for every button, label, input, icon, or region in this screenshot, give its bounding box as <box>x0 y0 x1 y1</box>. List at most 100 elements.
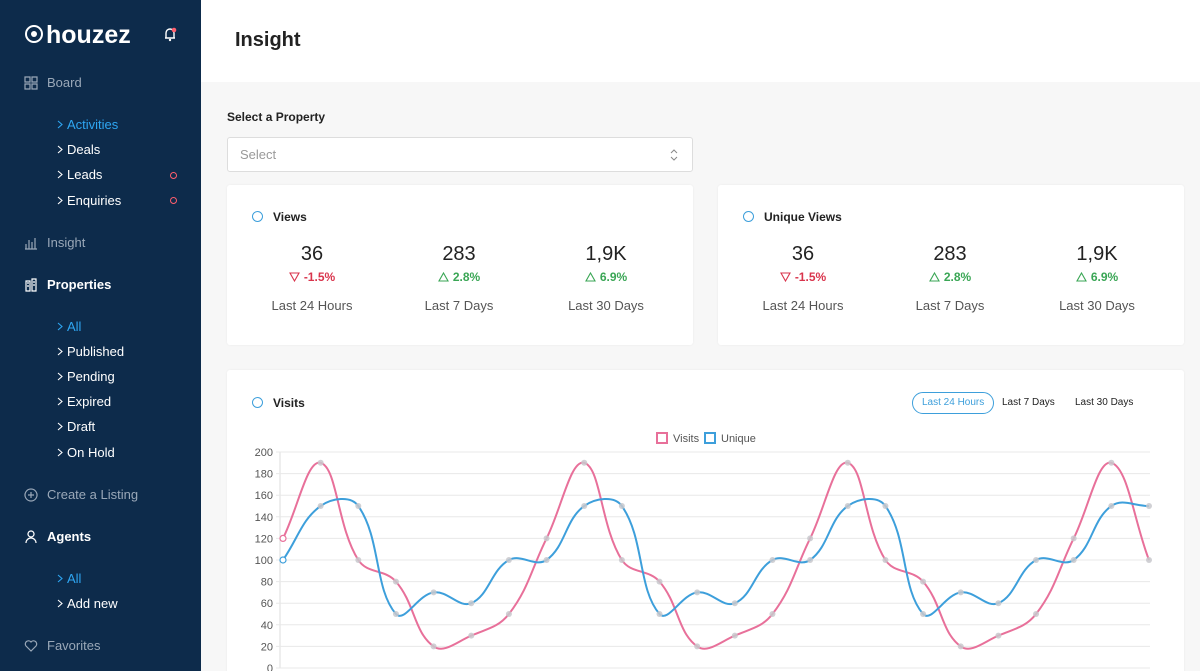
stat-period: Last 7 Days <box>424 298 494 313</box>
chevron-icon <box>57 196 63 205</box>
menu-item[interactable]: Properties <box>47 276 112 292</box>
submenu-label: Leads <box>67 167 103 183</box>
stat-period: Last 30 Days <box>568 298 644 313</box>
card-icon <box>252 211 263 222</box>
submenu-label: Published <box>67 343 125 359</box>
submenu-label: On Hold <box>67 444 115 460</box>
chevron <box>57 444 67 462</box>
menu-item[interactable]: Create a Listing <box>47 486 139 502</box>
submenu-item[interactable]: Add new <box>57 595 118 613</box>
submenu-item[interactable]: Pending <box>57 368 115 386</box>
change-text: 6.9% <box>1090 270 1119 284</box>
stat-period: Last 24 Hours <box>271 298 353 313</box>
menu-item[interactable]: Favorites <box>47 637 101 653</box>
card-icon <box>252 397 263 408</box>
submenu-item[interactable]: Draft <box>57 418 95 436</box>
stat-change: -1.5% <box>242 269 382 285</box>
submenu-label: All <box>67 318 82 334</box>
menu-item[interactable]: Agents <box>47 528 92 544</box>
chevron-icon <box>57 322 63 331</box>
submenu-item[interactable]: Leads <box>57 166 102 184</box>
select-label: Select a Property <box>227 110 326 124</box>
icon-shape <box>24 487 38 502</box>
submenu-item[interactable]: Activities <box>57 116 118 134</box>
change-text: 2.8% <box>943 270 972 284</box>
sidebar: houzez Board Activities Deals Leads Enquirie… <box>0 0 201 671</box>
stat: 1,9K 6.9% Last 30 Days <box>536 242 676 313</box>
change-text: -1.5% <box>794 270 827 284</box>
range-tab[interactable]: Last 24 Hours <box>912 392 995 414</box>
submenu-label: Pending <box>67 369 115 384</box>
logo-icon <box>25 25 43 43</box>
submenu-item[interactable]: Deals <box>57 141 100 159</box>
chevron <box>57 116 67 134</box>
change-text: -1.5% <box>303 270 336 284</box>
stat-value: 1,9K <box>1076 243 1118 265</box>
stat: 283 2.8% Last 7 Days <box>389 242 529 313</box>
stat-value: 36 <box>300 243 324 265</box>
stat-change: 6.9% <box>536 269 676 285</box>
card-title: Unique Views <box>764 210 842 224</box>
submenu-item[interactable]: Published <box>57 343 124 361</box>
submenu-label: Deals <box>67 142 101 158</box>
chevron <box>57 418 67 436</box>
notifications[interactable] <box>162 26 180 44</box>
chevron-icon <box>57 574 63 583</box>
chevron-icon <box>57 145 63 154</box>
icon-shape <box>25 277 37 292</box>
chevron <box>57 570 67 588</box>
stat-change: -1.5% <box>733 269 873 285</box>
submenu-item[interactable]: Enquiries <box>57 192 121 210</box>
select-arrow <box>670 149 678 161</box>
change-text: 6.9% <box>599 270 628 284</box>
chevron-icon <box>57 170 63 179</box>
stat-period: Last 30 Days <box>1059 298 1135 313</box>
submenu-label: Enquiries <box>67 192 122 208</box>
stat-period: Last 24 Hours <box>762 298 844 313</box>
submenu-item[interactable]: On Hold <box>57 444 115 462</box>
stat-change: 2.8% <box>880 269 1020 285</box>
badge <box>170 197 177 205</box>
chevron <box>57 192 67 210</box>
header: Insight <box>201 0 1200 82</box>
stat-value: 283 <box>442 243 476 265</box>
chevron <box>57 141 67 159</box>
menu-item[interactable]: Insight <box>47 234 86 250</box>
stat-change: 6.9% <box>1027 269 1167 285</box>
stat-value: 283 <box>933 243 967 265</box>
chevron <box>57 343 67 361</box>
icon-shape <box>25 237 37 250</box>
stat-card: Unique Views 36 -1.5% Last 24 Hours 283 2.8% L… <box>718 185 1184 345</box>
trend-icon <box>584 272 596 282</box>
stat: 1,9K 6.9% Last 30 Days <box>1027 242 1167 313</box>
chevron-icon <box>57 422 63 431</box>
chevron <box>57 166 67 184</box>
brand: houzez <box>46 21 131 49</box>
submenu-item[interactable]: Expired <box>57 393 111 411</box>
trend-icon <box>437 272 449 282</box>
card-title: Views <box>273 210 307 224</box>
trend-icon <box>779 272 791 282</box>
menu-icon <box>25 237 37 250</box>
range-tab[interactable]: Last 7 Days <box>1002 397 1055 408</box>
range-tab[interactable]: Last 30 Days <box>1075 397 1134 408</box>
chevron <box>57 595 67 613</box>
chevron <box>57 318 67 336</box>
stat-period: Last 7 Days <box>915 298 985 313</box>
select-placeholder: Select <box>240 147 277 162</box>
submenu-label: Activities <box>67 117 119 132</box>
chevron-icon <box>57 372 63 381</box>
card-icon <box>743 211 754 222</box>
property-select[interactable]: Select <box>227 137 693 172</box>
stat: 36 -1.5% Last 24 Hours <box>733 242 873 313</box>
menu-icon <box>24 640 38 652</box>
chevron-icon <box>57 448 63 457</box>
submenu-item[interactable]: All <box>57 318 81 336</box>
menu-item[interactable]: Board <box>47 75 82 90</box>
stat-card: Views 36 -1.5% Last 24 Hours 283 2.8% Last 7 D… <box>227 185 693 345</box>
page-title: Insight <box>235 29 301 51</box>
submenu-label: Expired <box>67 394 112 410</box>
icon-shape <box>25 529 37 543</box>
submenu-item[interactable]: All <box>57 570 81 588</box>
chevron <box>57 368 67 386</box>
